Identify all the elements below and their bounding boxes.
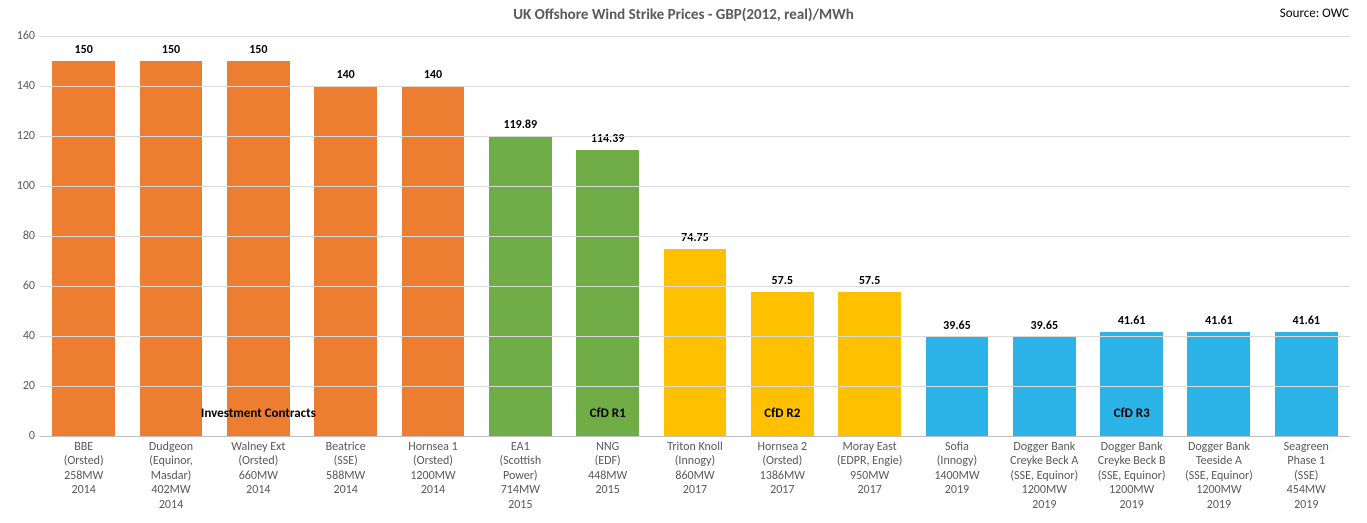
- group-label: Investment Contracts: [201, 406, 316, 421]
- bar: 140: [314, 86, 377, 436]
- bar-value-label: 140: [424, 68, 442, 82]
- bar: 41.61: [1187, 332, 1250, 436]
- gridline: [40, 336, 1350, 337]
- y-tick-label: 160: [3, 29, 35, 43]
- bar: 140: [402, 86, 465, 436]
- y-tick-label: 0: [3, 429, 35, 443]
- chart-title: UK Offshore Wind Strike Prices - GBP(201…: [0, 6, 1367, 24]
- y-tick-label: 80: [3, 229, 35, 243]
- chart-container: UK Offshore Wind Strike Prices - GBP(201…: [0, 0, 1367, 523]
- gridline: [40, 286, 1350, 287]
- bar: 150: [52, 61, 115, 436]
- x-axis-label: NNG(EDF)448MW2015: [564, 440, 651, 512]
- bar-value-label: 114.39: [591, 132, 625, 146]
- gridline: [40, 36, 1350, 37]
- x-axis-label: Dudgeon(Equinor,Masdar)402MW2014: [127, 440, 214, 512]
- group-label: CfD R2: [764, 406, 800, 421]
- y-tick-label: 40: [3, 329, 35, 343]
- chart-source: Source: OWC: [1280, 6, 1349, 21]
- x-axis-label: Hornsea 2(Orsted)1386MW2017: [739, 440, 826, 512]
- gridline: [40, 86, 1350, 87]
- y-tick-label: 60: [3, 279, 35, 293]
- y-tick-label: 100: [3, 179, 35, 193]
- x-axis-label: Dogger BankCreyke Beck A(SSE, Equinor)12…: [1001, 440, 1088, 512]
- x-axis-label: Hornsea 1(Orsted)1200MW2014: [389, 440, 476, 512]
- gridline: [40, 236, 1350, 237]
- gridline: [40, 186, 1350, 187]
- y-tick-label: 20: [3, 379, 35, 393]
- x-axis-label: Triton Knoll(Innogy)860MW2017: [651, 440, 738, 512]
- bar-value-label: 150: [249, 43, 267, 57]
- y-tick-label: 140: [3, 79, 35, 93]
- bar-value-label: 39.65: [1030, 319, 1058, 333]
- bar-value-label: 41.61: [1292, 314, 1320, 328]
- bar-value-label: 150: [75, 43, 93, 57]
- x-axis-label: Dogger BankCreyke Beck B(SSE, Equinor)12…: [1088, 440, 1175, 512]
- x-axis-label: Sofia(Innogy)1400MW2019: [913, 440, 1000, 512]
- bar-value-label: 41.61: [1118, 314, 1146, 328]
- bar-value-label: 140: [337, 68, 355, 82]
- y-tick-label: 120: [3, 129, 35, 143]
- bar-value-label: 119.89: [503, 118, 537, 132]
- bar: 74.75: [664, 249, 727, 436]
- bar-value-label: 74.75: [681, 231, 709, 245]
- bar-value-label: 39.65: [943, 319, 971, 333]
- x-axis-label: Dogger BankTeeside A(SSE, Equinor)1200MW…: [1175, 440, 1262, 512]
- x-axis-labels: BBE(Orsted)258MW2014Dudgeon(Equinor,Masd…: [40, 440, 1350, 512]
- bar: 150: [227, 61, 290, 436]
- bar-value-label: 150: [162, 43, 180, 57]
- bar: 57.5: [838, 292, 901, 436]
- bar: 150: [140, 61, 203, 436]
- bar: 114.39: [576, 150, 639, 436]
- x-axis-label: Beatrice(SSE)588MW2014: [302, 440, 389, 512]
- gridline: [40, 136, 1350, 137]
- x-axis-label: BBE(Orsted)258MW2014: [40, 440, 127, 512]
- plot-area: 150150150140140119.89114.3974.7557.557.5…: [40, 36, 1350, 437]
- x-axis-label: EA1(ScottishPower)714MW2015: [477, 440, 564, 512]
- bar-value-label: 41.61: [1205, 314, 1233, 328]
- x-axis-label: Walney Ext(Orsted)660MW2014: [215, 440, 302, 512]
- x-axis-label: SeagreenPhase 1(SSE)454MW2019: [1263, 440, 1350, 512]
- bar: 41.61: [1275, 332, 1338, 436]
- group-label: CfD R3: [1114, 406, 1150, 421]
- x-axis-label: Moray East(EDPR, Engie)950MW2017: [826, 440, 913, 512]
- gridline: [40, 386, 1350, 387]
- group-label: CfD R1: [590, 406, 626, 421]
